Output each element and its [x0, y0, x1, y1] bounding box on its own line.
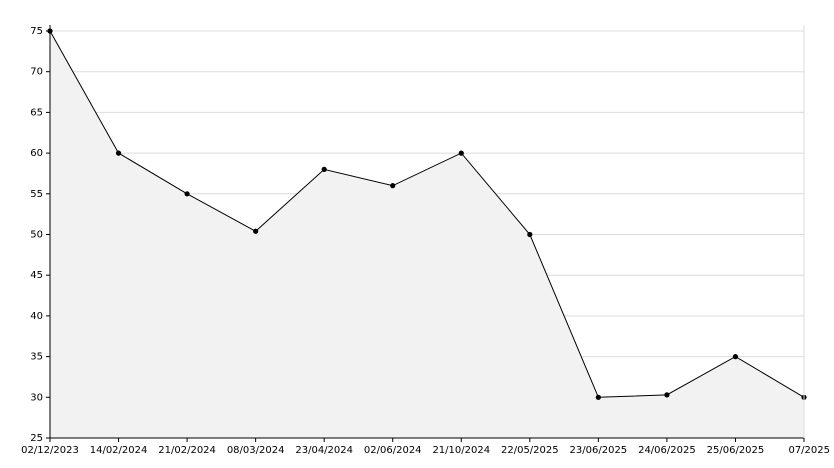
- x-tick-label: 21/10/2024: [432, 445, 490, 456]
- x-tick-label: 24/06/2025: [638, 445, 696, 456]
- y-tick-label: 45: [30, 270, 43, 281]
- y-tick-label: 25: [30, 433, 43, 444]
- y-tick-label: 35: [30, 352, 43, 363]
- point: [321, 166, 327, 172]
- x-tick-label: 02/12/2023: [21, 445, 79, 456]
- x-tick-label: 08/03/2024: [227, 445, 285, 456]
- x-tick-label: 07/2025: [788, 445, 830, 456]
- area: [50, 31, 804, 438]
- y-tick-label: 30: [30, 392, 43, 403]
- point: [184, 191, 190, 197]
- x-tick-label: 23/04/2024: [295, 445, 353, 456]
- point: [390, 183, 396, 189]
- point: [595, 394, 601, 400]
- y-tick-label: 55: [30, 189, 43, 200]
- y-tick-label: 40: [30, 311, 43, 322]
- point: [115, 150, 122, 156]
- x-tick-label: 21/02/2024: [158, 445, 216, 456]
- x-tick-label: 25/06/2025: [707, 445, 765, 456]
- y-tick-label: 60: [30, 148, 43, 159]
- line: [49, 30, 805, 398]
- x-tick-label: 02/06/2024: [364, 445, 422, 456]
- x-tick-label: 14/02/2024: [90, 445, 148, 456]
- y-tick-label: 65: [30, 107, 43, 118]
- point: [253, 228, 259, 234]
- point: [527, 231, 533, 238]
- y-tick-label: 75: [30, 26, 43, 37]
- point: [664, 392, 670, 398]
- x-tick-label: 22/05/2025: [501, 445, 559, 456]
- y-tick-label: 70: [30, 67, 43, 78]
- x-tick-label: 23/06/2025: [570, 445, 628, 456]
- y-tick-label: 50: [30, 230, 43, 241]
- point: [732, 354, 739, 360]
- point: [458, 150, 464, 156]
